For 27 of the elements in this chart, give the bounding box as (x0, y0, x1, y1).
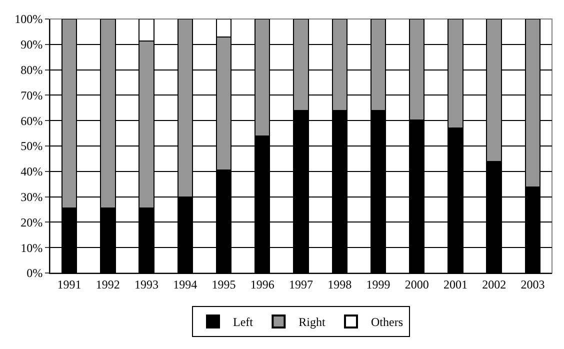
y-tick-label: 10% (20, 240, 43, 255)
y-tick-label: 40% (20, 164, 43, 179)
y-tick-label: 30% (20, 190, 43, 204)
x-tick-label: 2002 (482, 277, 506, 292)
y-tick-label: 70% (20, 88, 43, 102)
y-tick-label: 80% (20, 63, 43, 77)
x-tick-label: 1999 (366, 277, 390, 292)
legend-label: Left (233, 315, 254, 330)
legend-label: Right (298, 315, 326, 330)
y-tick-label: 60% (20, 114, 43, 128)
y-tick-label: 100% (14, 12, 43, 26)
x-tick-label: 1996 (250, 277, 274, 292)
x-tick-label: 1991 (57, 277, 82, 292)
x-tick-label: 2001 (443, 277, 468, 292)
x-tick-label: 1992 (96, 277, 120, 292)
x-tick-label: 1993 (134, 277, 159, 292)
x-tick-label: 2000 (404, 277, 429, 292)
y-tick-label: 20% (20, 215, 43, 230)
x-tick-label: 1995 (212, 277, 236, 292)
x-tick-label: 1998 (328, 277, 352, 292)
y-tick-label: 50% (20, 139, 43, 154)
legend-label: Others (370, 315, 404, 330)
y-tick-label: 0% (26, 266, 43, 280)
y-tick-label: 90% (20, 38, 43, 52)
x-tick-label: 2003 (520, 277, 545, 292)
x-tick-label: 1997 (289, 277, 313, 292)
x-tick-label: 1994 (173, 277, 198, 292)
